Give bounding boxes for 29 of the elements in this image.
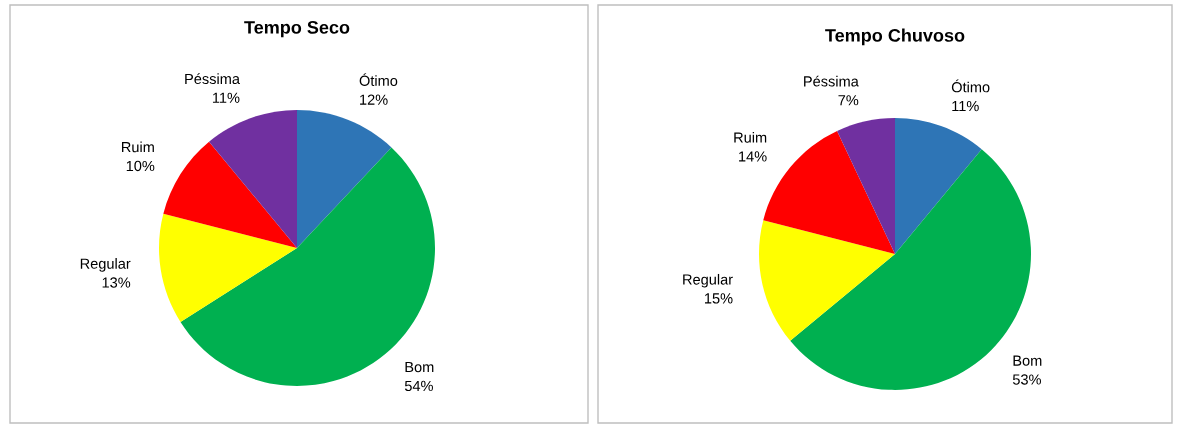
pie-slice bbox=[209, 110, 297, 248]
slice-label: Péssima bbox=[804, 75, 859, 87]
pie-slice bbox=[297, 110, 392, 248]
data-label: 53% bbox=[1012, 374, 1041, 385]
chart-title: Tempo Chuvoso bbox=[825, 28, 965, 46]
pie-slice bbox=[895, 118, 982, 254]
pie-slice bbox=[759, 220, 895, 341]
chart-title: Tempo Seco bbox=[244, 21, 350, 38]
data-label: 15% bbox=[705, 293, 733, 304]
data-label: 14% bbox=[739, 151, 767, 162]
slice-label: Regular bbox=[683, 273, 733, 288]
slice-label: Péssima bbox=[185, 73, 240, 85]
slice-label: Regular bbox=[80, 258, 131, 272]
data-label: 11% bbox=[952, 100, 979, 112]
data-label: 13% bbox=[102, 277, 131, 288]
slice-label: Ótimo bbox=[951, 79, 990, 93]
pie-slice bbox=[163, 141, 297, 248]
data-label: 12% bbox=[360, 94, 388, 105]
data-label: 11% bbox=[212, 92, 240, 103]
slice-label: Bom bbox=[405, 362, 434, 373]
slice-label: Bom bbox=[1013, 355, 1042, 366]
data-label: 7% bbox=[838, 95, 859, 106]
slice-label: Ruim bbox=[734, 132, 767, 143]
pie-slice bbox=[837, 118, 895, 254]
slice-label: Ruim bbox=[122, 141, 154, 153]
pie-slice bbox=[159, 213, 297, 322]
data-label: 54% bbox=[404, 380, 433, 392]
slice-label: Ótimo bbox=[359, 73, 398, 86]
data-label: 10% bbox=[126, 160, 155, 172]
